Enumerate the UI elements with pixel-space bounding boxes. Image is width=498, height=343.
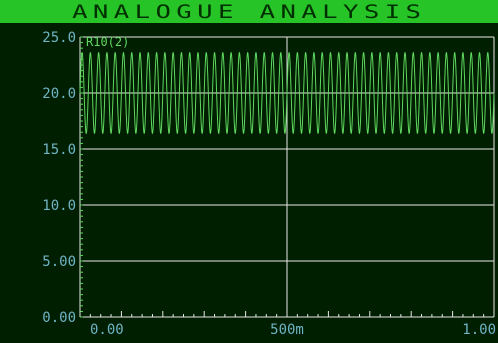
- minor-ticks: [79, 36, 495, 318]
- trace: [79, 52, 495, 134]
- y-tick-label: 10.0: [42, 198, 76, 214]
- x-tick-label: 0.00: [90, 322, 124, 338]
- y-tick-label: 0.00: [42, 310, 76, 326]
- y-tick-label: 15.0: [42, 142, 76, 158]
- title-bar: ANALOGUE ANALYSIS: [0, 0, 498, 23]
- window-title: ANALOGUE ANALYSIS: [71, 0, 427, 23]
- y-axis-ticks: 0.00 5.00 10.0 15.0 20.0 25.0: [42, 30, 76, 326]
- analogue-chart: 0.00 5.00 10.0 15.0 20.0 25.0 0.00 500m 1.00 R1…: [42, 30, 496, 338]
- y-tick-label: 25.0: [42, 30, 76, 46]
- y-tick-label: 20.0: [42, 86, 76, 102]
- series-label-r10: R10(2): [86, 35, 129, 49]
- x-tick-label: 1.00: [462, 322, 496, 338]
- y-tick-label: 5.00: [42, 254, 76, 270]
- series-line-0: [79, 52, 495, 134]
- x-axis-ticks: 0.00 500m 1.00: [90, 322, 496, 338]
- x-tick-label: 500m: [270, 322, 304, 338]
